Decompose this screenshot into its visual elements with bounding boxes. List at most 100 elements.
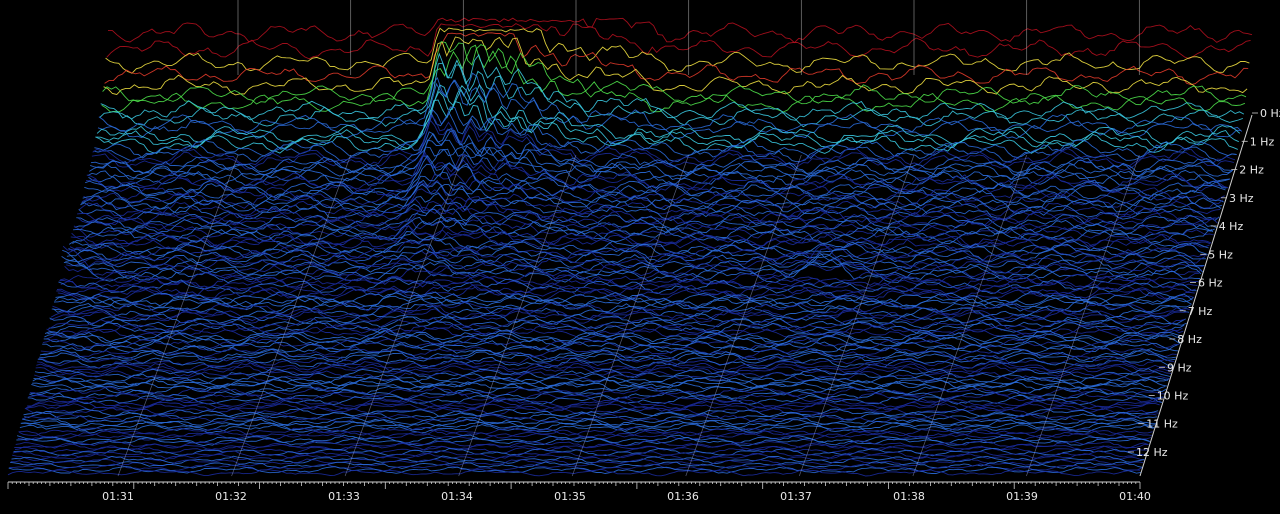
spectrum-line: [80, 183, 1222, 215]
frequency-tick-label: 1 Hz: [1250, 135, 1275, 148]
spectrum-line: [85, 154, 1227, 198]
spectrum-line: [10, 458, 1144, 467]
spectrum-line: [95, 99, 1238, 154]
spectrum-line: [19, 423, 1154, 434]
spectrum-line: [23, 410, 1158, 421]
spectrum-line: [34, 368, 1171, 380]
time-grid-line: [685, 154, 802, 477]
time-grid-line: [117, 154, 239, 477]
frequency-axis-line: [1139, 114, 1253, 477]
spectrum-line: [104, 32, 1249, 86]
spectrum-line: [106, 23, 1251, 60]
time-axis: 01:31 01:32 01:33 01:34 01:35 01:36 01:37 01:38…: [7, 481, 1151, 503]
time-tick-label: 01:36: [667, 490, 699, 503]
time-tick-label: 01:37: [780, 490, 812, 503]
spectrum-line: [33, 373, 1169, 385]
spectrum-line: [101, 44, 1246, 113]
spectrum-line: [66, 247, 1206, 267]
spectrum-line: [87, 146, 1230, 188]
spectrum-line: [55, 289, 1194, 305]
spectrum-line: [13, 447, 1147, 457]
time-tick-label: 01:39: [1006, 490, 1038, 503]
spectrum-line: [108, 17, 1253, 44]
spectrum-line: [10, 460, 1143, 469]
frequency-tick-label: 5 Hz: [1208, 248, 1233, 261]
time-grid-line: [231, 154, 352, 477]
spectrum-line: [68, 235, 1208, 259]
spectrum-line: [27, 397, 1162, 408]
spectrum-lines: [7, 17, 1253, 477]
spectrum-line: [15, 439, 1149, 449]
spectrum-line: [24, 408, 1159, 418]
spectrum-line: [94, 106, 1237, 160]
time-tick-label: 01:35: [554, 490, 586, 503]
spectrum-line: [105, 27, 1250, 74]
frequency-tick-label: 3 Hz: [1229, 192, 1254, 205]
spectrum-line: [19, 426, 1153, 436]
spectrum-line: [96, 88, 1239, 150]
time-tick-label: 01:33: [328, 490, 360, 503]
spectrum-line: [98, 72, 1243, 135]
spectrum-line: [24, 405, 1159, 416]
spectrum-line: [66, 244, 1207, 264]
spectrum-line: [65, 248, 1205, 270]
spectrum-line: [38, 354, 1175, 367]
spectrum-line: [31, 381, 1167, 393]
spectrum-line: [93, 112, 1236, 163]
spectrum-line: [28, 391, 1164, 403]
spectrum-line: [75, 205, 1216, 233]
time-grid-line: [798, 154, 915, 477]
spectrum-line: [103, 36, 1248, 96]
spectrum-line: [86, 151, 1229, 192]
spectrum-line: [34, 370, 1170, 382]
spectrum-line: [85, 153, 1228, 195]
spectrum-line: [96, 83, 1241, 145]
spectrum-line: [40, 346, 1177, 359]
frequency-tick-label: 6 Hz: [1198, 277, 1223, 290]
frequency-tick-label: 7 Hz: [1188, 305, 1213, 318]
spectrum-line: [48, 315, 1186, 330]
frequency-tick-label: 2 Hz: [1239, 164, 1264, 177]
spectrum-line: [32, 378, 1168, 390]
spectrum-line: [53, 298, 1191, 313]
time-tick-label: 01:32: [215, 490, 247, 503]
spectrum-line: [58, 277, 1197, 294]
spectrum-line: [29, 386, 1165, 398]
spectrum-line: [52, 301, 1191, 316]
spectrum-line: [60, 267, 1200, 286]
spectrum-line: [35, 365, 1172, 377]
time-grid-line: [458, 154, 577, 477]
frequency-axis: 0 Hz 1 Hz 2 Hz 3 Hz 4 Hz 5 Hz 6 Hz 7 Hz 8 Hz 9 Hz…: [1128, 107, 1280, 477]
time-tick-label: 01:34: [441, 490, 473, 503]
frequency-tick-label: 10 Hz: [1157, 390, 1189, 403]
spectrum-line: [21, 416, 1156, 426]
spectrum-line: [57, 280, 1196, 297]
spectrum-line: [44, 327, 1182, 343]
time-tick-label: 01:31: [102, 490, 134, 503]
frequency-tick-label: 0 Hz: [1260, 107, 1280, 120]
frequency-tick-label: 4 Hz: [1219, 220, 1244, 233]
spectrum-line: [62, 249, 1202, 281]
spectrum-line: [102, 41, 1247, 106]
spectrum-line: [99, 62, 1243, 128]
spectrum-line: [90, 127, 1234, 174]
spectrum-line: [16, 434, 1151, 444]
frequency-tick-label: 9 Hz: [1167, 361, 1192, 374]
time-grid-line: [344, 154, 464, 477]
frequency-tick-label: 11 Hz: [1146, 418, 1178, 431]
spectrum-line: [7, 468, 1141, 477]
spectrum-line: [88, 146, 1231, 186]
spectrum-line: [49, 312, 1187, 327]
spectrum-line: [29, 389, 1164, 400]
spectrum-line: [36, 362, 1172, 374]
frequency-tick-label: 12 Hz: [1136, 446, 1168, 459]
spectrum-line: [41, 343, 1178, 356]
time-grid-line: [571, 154, 690, 477]
time-grid-line: [1026, 154, 1140, 477]
time-tick-label: 01:38: [893, 490, 925, 503]
spectrum-line: [83, 171, 1225, 204]
spectrum-line: [63, 254, 1203, 275]
spectrum-line: [72, 219, 1213, 245]
spectrum-line: [39, 351, 1176, 364]
